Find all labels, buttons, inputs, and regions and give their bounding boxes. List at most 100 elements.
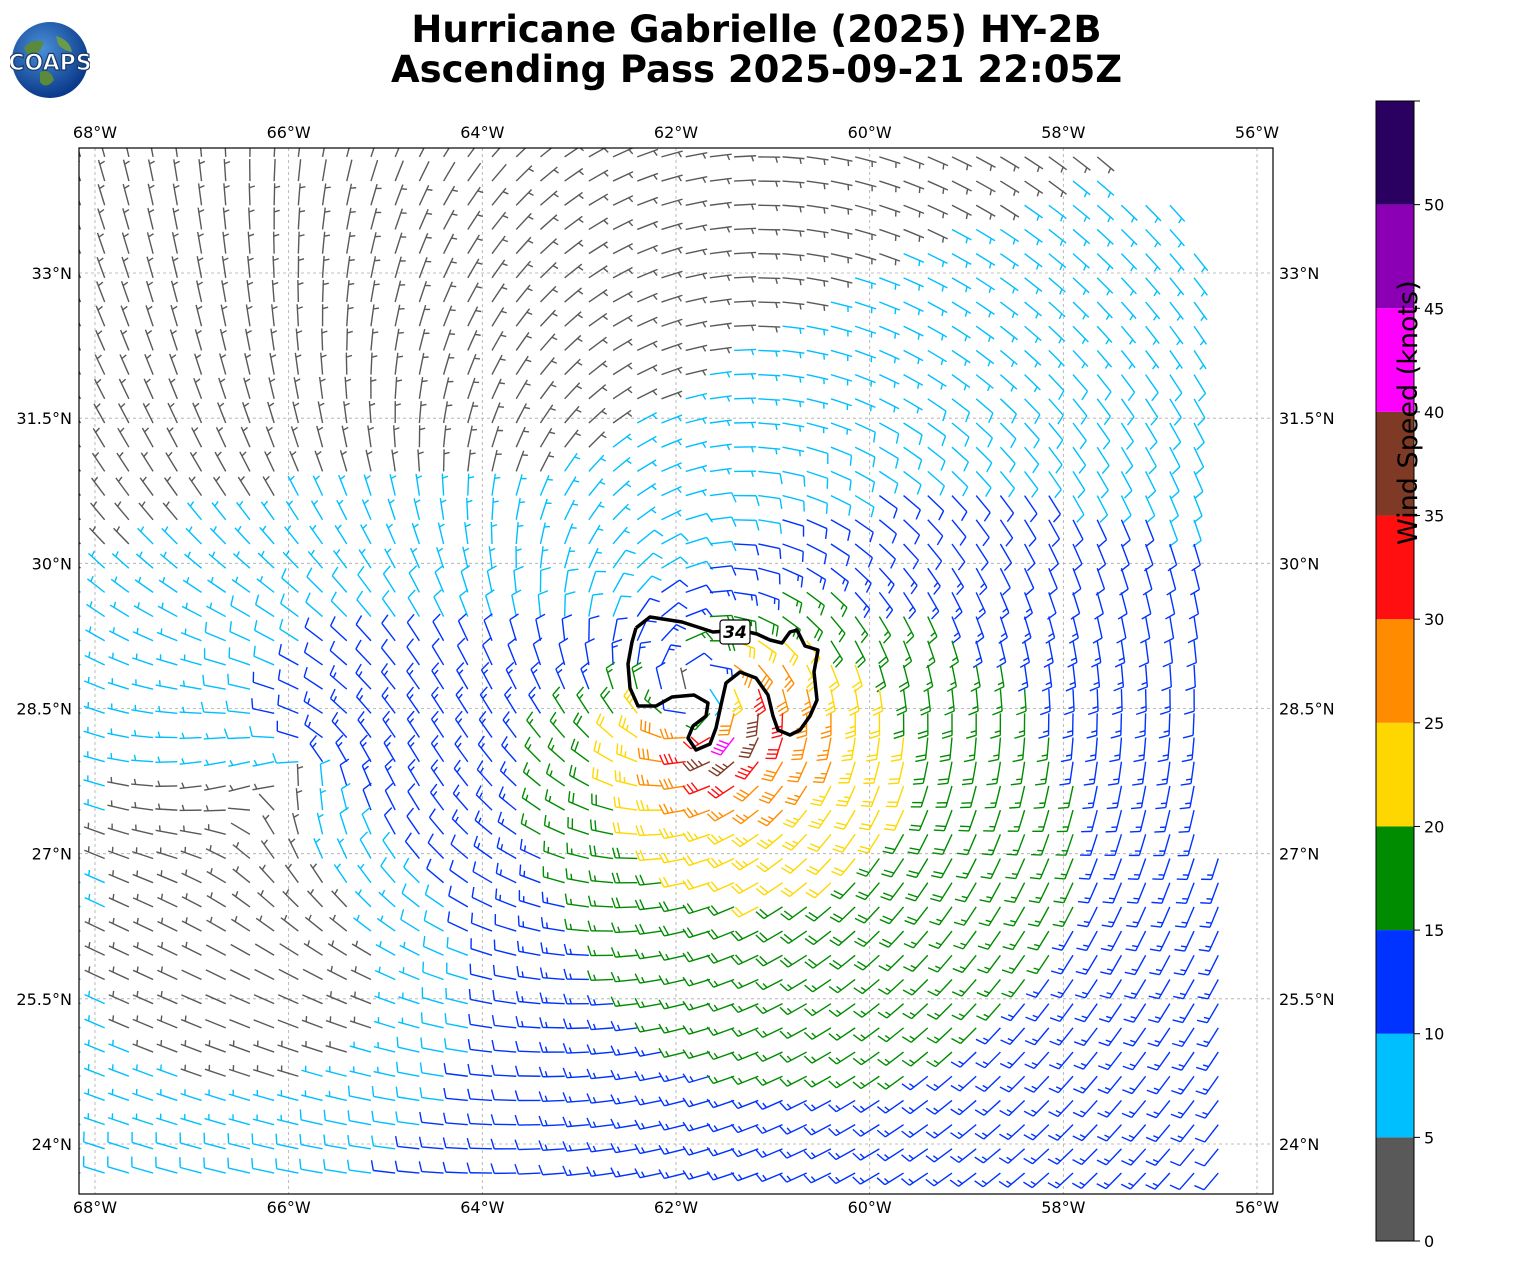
wind-barb [355, 639, 372, 666]
colorbar-bin [1376, 930, 1414, 1034]
wind-barb [558, 637, 569, 666]
wind-barb [999, 543, 1013, 572]
wind-barb [401, 883, 420, 908]
wind-barb [1024, 253, 1043, 270]
wind-barb [854, 543, 873, 568]
wind-barb [84, 869, 105, 884]
wind-barb [1126, 882, 1147, 904]
wind-barb [1169, 204, 1186, 224]
wind-barb [659, 753, 686, 766]
wind-barb [79, 929, 81, 932]
wind-barb [927, 325, 948, 341]
wind-barb [271, 280, 279, 303]
wind-barb [277, 694, 299, 714]
wind-barb [228, 759, 251, 767]
wind-barb [295, 788, 303, 811]
wind-barb [137, 526, 154, 545]
wind-barb [637, 244, 658, 255]
wind-barb [249, 725, 275, 739]
wind-barb [589, 844, 614, 860]
wind-barb [432, 613, 445, 642]
wind-barb [1120, 228, 1138, 248]
wind-barb [1155, 785, 1171, 810]
colorbar-tick-label: 45 [1424, 299, 1444, 318]
wind-barb [588, 454, 607, 472]
wind-barb [898, 664, 910, 693]
wind-barb [260, 839, 275, 859]
wind-barb [306, 888, 324, 908]
wind-barb [155, 780, 178, 788]
wind-barb [806, 519, 828, 540]
wind-barb [1048, 543, 1060, 572]
wind-barb [658, 876, 686, 888]
wind-barb [1024, 495, 1038, 523]
wind-barb [1141, 592, 1152, 620]
wind-barb [848, 689, 860, 717]
wind-barb [872, 689, 884, 716]
wind-barb [661, 509, 682, 521]
wind-barb [994, 664, 1005, 692]
wind-barb [685, 320, 708, 328]
wind-barb [206, 602, 227, 618]
wind-barb [430, 710, 445, 738]
wind-barb [199, 148, 203, 157]
wind-barb [171, 256, 179, 279]
wind-barb [295, 328, 303, 351]
wind-barb [520, 813, 541, 835]
wind-barb [999, 398, 1017, 424]
wind-barb [1048, 349, 1065, 369]
wind-barb [685, 200, 708, 208]
wind-barb [142, 402, 154, 424]
wind-barb [269, 352, 277, 375]
wind-barb [830, 567, 849, 592]
wind-barb [361, 758, 372, 787]
wind-barb [708, 761, 735, 777]
wind-barb [1111, 689, 1123, 716]
wind-barb [108, 627, 130, 642]
wind-barb [1169, 422, 1182, 451]
wind-barb [442, 329, 456, 351]
wind-barb [407, 758, 420, 787]
wind-barb [1133, 737, 1147, 763]
wind-barb [758, 156, 781, 163]
wind-barb [294, 352, 302, 375]
wind-barb [515, 546, 522, 569]
wind-barb [1077, 906, 1098, 928]
wind-barb [563, 568, 579, 593]
wind-barb [223, 159, 231, 182]
wind-barb [417, 449, 424, 472]
wind-barb [340, 782, 351, 811]
wind-barb [830, 252, 853, 264]
wind-barb [999, 446, 1016, 473]
wind-barb [975, 253, 996, 269]
wind-barb [382, 831, 396, 859]
wind-barb [259, 525, 275, 545]
wind-barb [781, 664, 795, 692]
wind-barb [734, 276, 757, 283]
wind-barb [516, 940, 541, 956]
wind-barb [734, 155, 757, 162]
wind-barb [383, 734, 396, 763]
wind-barb [661, 174, 683, 182]
wind-barb [829, 954, 856, 970]
lon-tick-label-bottom: 64°W [460, 1198, 504, 1217]
wind-barb [496, 837, 517, 860]
wind-barb [636, 340, 658, 352]
wind-barb [1072, 398, 1088, 425]
wind-barb [588, 360, 608, 376]
wind-barb [612, 433, 633, 448]
wind-barb [85, 626, 106, 642]
wind-barb [107, 823, 130, 835]
wind-barb [806, 567, 827, 590]
wind-barb [454, 710, 469, 738]
wind-barb [384, 548, 396, 569]
wind-barb [168, 378, 178, 400]
wind-barb [309, 735, 324, 763]
wind-barb [636, 435, 658, 448]
wind-barb [107, 728, 130, 739]
wind-barb [357, 863, 372, 884]
wind-barb [611, 922, 638, 934]
wind-barb [310, 500, 324, 521]
wind-barb [450, 834, 469, 860]
wind-barb [181, 893, 202, 908]
